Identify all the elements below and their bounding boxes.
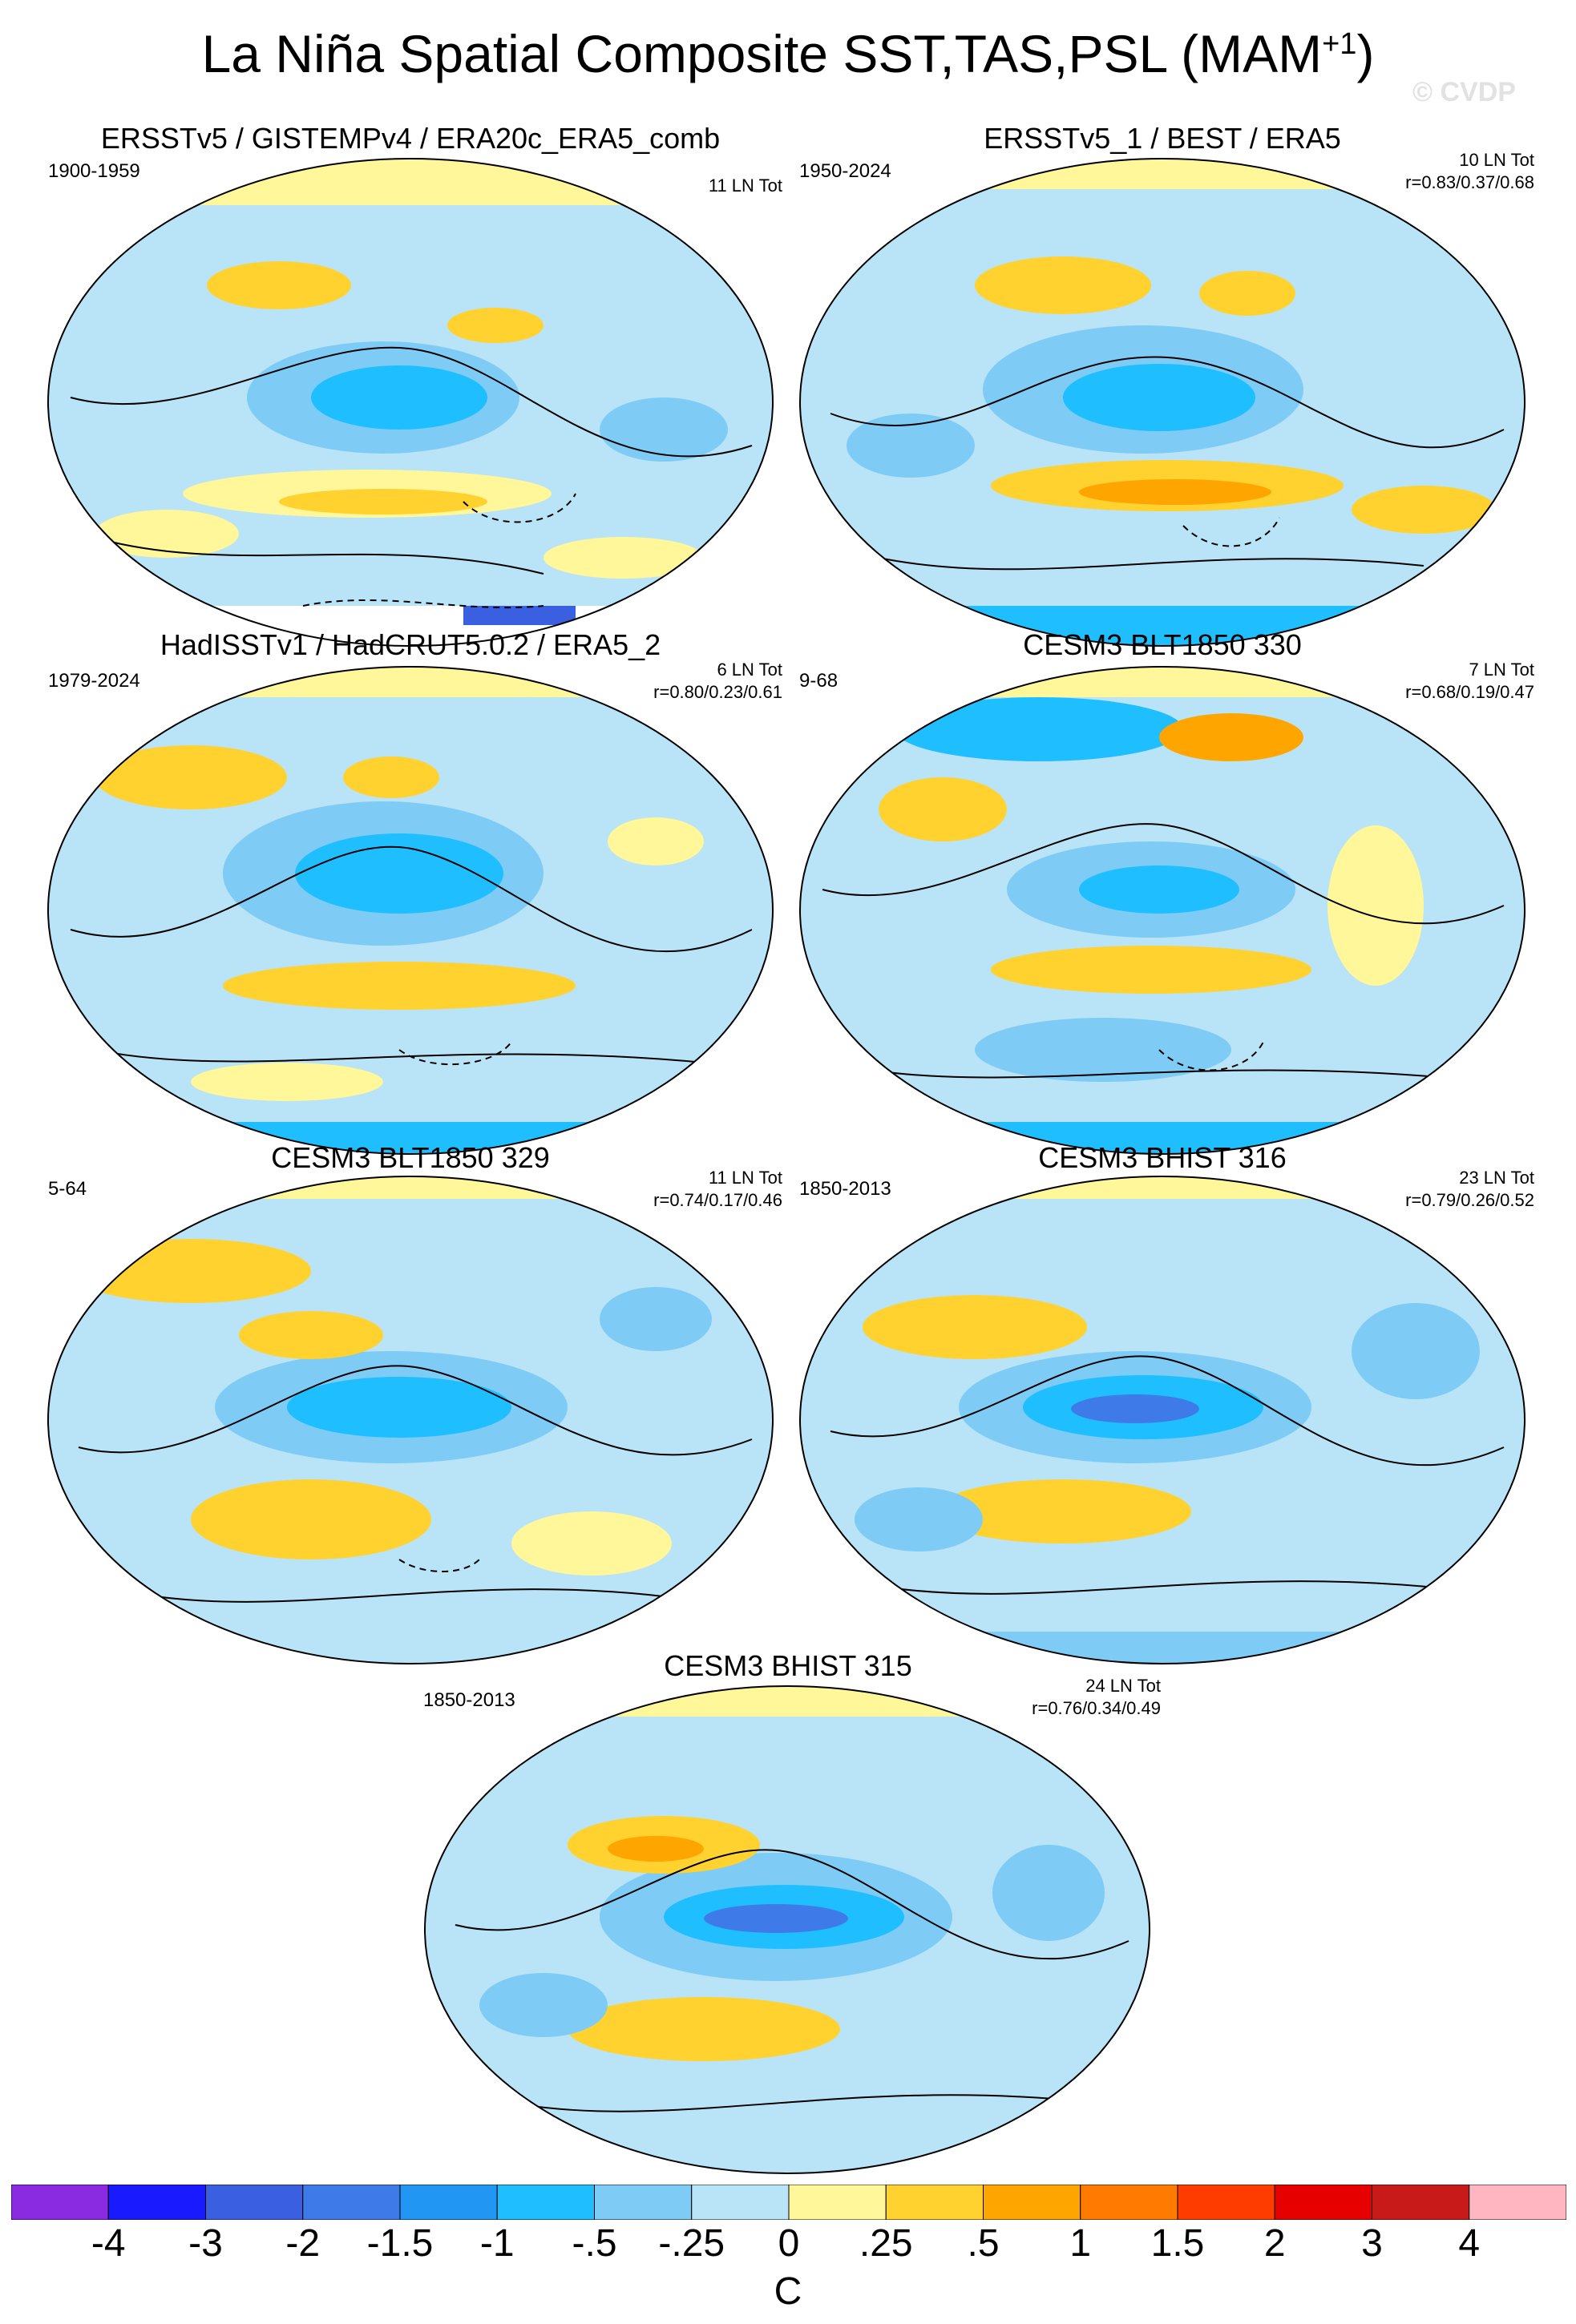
panel-1-period: 1900-1959: [48, 160, 140, 182]
panel-5-title: CESM3 BLT1850 329: [271, 1141, 550, 1174]
colorbar-box: [11, 2185, 109, 2220]
panel-1-count: 11 LN Tot: [708, 176, 782, 196]
panel-1-title: ERSSTv5 / GISTEMPv4 / ERA20c_ERA5_comb: [100, 122, 721, 155]
panel-3-period: 1979-2024: [48, 670, 140, 692]
colorbar-box: [1274, 2185, 1372, 2220]
colorbar-box: [302, 2185, 401, 2220]
colorbar-tick-label: 3: [1361, 2222, 1383, 2265]
panel-7-stats: 24 LN Tot r=0.76/0.34/0.49: [1032, 1675, 1161, 1720]
panel-7-map: [423, 1684, 1151, 2175]
colorbar-box: [1372, 2185, 1470, 2220]
colorbar-box: [983, 2185, 1081, 2220]
colorbar-box: [691, 2185, 790, 2220]
panel-6-stats: 23 LN Tot r=0.79/0.26/0.52: [1405, 1167, 1534, 1212]
panel-2-count: 10 LN Tot: [1459, 150, 1534, 170]
colorbar-tick-label: -3: [188, 2222, 223, 2265]
colorbar-tick-label: 0: [778, 2222, 800, 2265]
panel-7-corr: r=0.76/0.34/0.49: [1032, 1698, 1161, 1718]
panel-6-map: [798, 1175, 1526, 1665]
colorbar-tick-label: -1: [479, 2222, 515, 2265]
panel-4-period: 9-68: [799, 670, 839, 692]
panel-1-stats: 11 LN Tot: [709, 175, 782, 197]
panel-3-title: HadISSTv1 / HadCRUT5.0.2 / ERA5_2: [160, 628, 661, 661]
colorbar-box: [107, 2185, 206, 2220]
panel-6-count: 23 LN Tot: [1459, 1168, 1534, 1188]
panel-5-count: 11 LN Tot: [708, 1168, 782, 1188]
panel-5-corr: r=0.74/0.17/0.46: [653, 1190, 782, 1210]
colorbar-tick-label: -4: [91, 2222, 126, 2265]
panel-3-stats: 6 LN Tot r=0.80/0.23/0.61: [653, 659, 782, 704]
colorbar-tick-label: .5: [967, 2222, 1000, 2265]
panel-4-stats: 7 LN Tot r=0.68/0.19/0.47: [1405, 659, 1534, 704]
figure-title: La Niña Spatial Composite SST,TAS,PSL (M…: [201, 24, 1375, 83]
panel-3-corr: r=0.80/0.23/0.61: [653, 682, 782, 702]
panel-3-count: 6 LN Tot: [717, 660, 782, 680]
panel-7-period: 1850-2013: [423, 1689, 515, 1711]
colorbar-box: [885, 2185, 984, 2220]
panel-2-stats: 10 LN Tot r=0.83/0.37/0.68: [1405, 149, 1534, 194]
colorbar-box: [399, 2185, 498, 2220]
panel-6-corr: r=0.79/0.26/0.52: [1405, 1190, 1534, 1210]
colorbar-tick-label: -.5: [572, 2222, 617, 2265]
colorbar-tick-label: -1.5: [366, 2222, 434, 2265]
panel-4-map: [798, 665, 1526, 1156]
panel-4-corr: r=0.68/0.19/0.47: [1405, 682, 1534, 702]
colorbar-tick-label: 4: [1458, 2222, 1481, 2265]
panel-2-map: [798, 157, 1526, 648]
colorbar-box: [205, 2185, 304, 2220]
panel-2-title: ERSSTv5_1 / BEST / ERA5: [984, 122, 1341, 155]
panel-5-map: [46, 1175, 774, 1665]
colorbar-tick-label: -2: [285, 2222, 321, 2265]
cvdp-watermark: © CVDP: [1412, 77, 1516, 107]
panel-1-map: [46, 157, 774, 648]
colorbar: [11, 2185, 1566, 2220]
colorbar-box: [496, 2185, 595, 2220]
colorbar-box: [1080, 2185, 1178, 2220]
panel-7-count: 24 LN Tot: [1085, 1676, 1161, 1696]
panel-6-period: 1850-2013: [799, 1178, 891, 1200]
panel-6-title: CESM3 BHIST 316: [1038, 1141, 1287, 1174]
colorbar-tick-label: .25: [859, 2222, 913, 2265]
panel-2-corr: r=0.83/0.37/0.68: [1405, 172, 1534, 192]
panel-5-stats: 11 LN Tot r=0.74/0.17/0.46: [653, 1167, 782, 1212]
panel-4-title: CESM3 BLT1850 330: [1023, 628, 1302, 661]
panel-3-map: [46, 665, 774, 1156]
colorbar-unit: C: [774, 2270, 802, 2313]
colorbar-box: [788, 2185, 887, 2220]
colorbar-tick-label: 2: [1263, 2222, 1286, 2265]
colorbar-box: [1177, 2185, 1275, 2220]
panel-5-period: 5-64: [48, 1178, 87, 1200]
panel-4-count: 7 LN Tot: [1469, 660, 1534, 680]
panel-2-period: 1950-2024: [799, 160, 891, 182]
colorbar-tick-label: 1.5: [1150, 2222, 1205, 2265]
colorbar-box: [594, 2185, 693, 2220]
colorbar-tick-label: 1: [1069, 2222, 1092, 2265]
colorbar-tick-label: -.25: [658, 2222, 725, 2265]
colorbar-box: [1469, 2185, 1566, 2220]
panel-7-title: CESM3 BHIST 315: [664, 1649, 912, 1682]
